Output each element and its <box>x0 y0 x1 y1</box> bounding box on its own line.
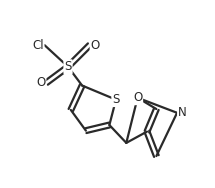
Text: O: O <box>91 39 100 52</box>
Text: Cl: Cl <box>32 39 44 52</box>
Text: O: O <box>36 76 45 89</box>
Text: S: S <box>112 93 120 106</box>
Text: O: O <box>133 91 142 104</box>
Text: N: N <box>178 106 187 119</box>
Text: S: S <box>64 60 72 73</box>
